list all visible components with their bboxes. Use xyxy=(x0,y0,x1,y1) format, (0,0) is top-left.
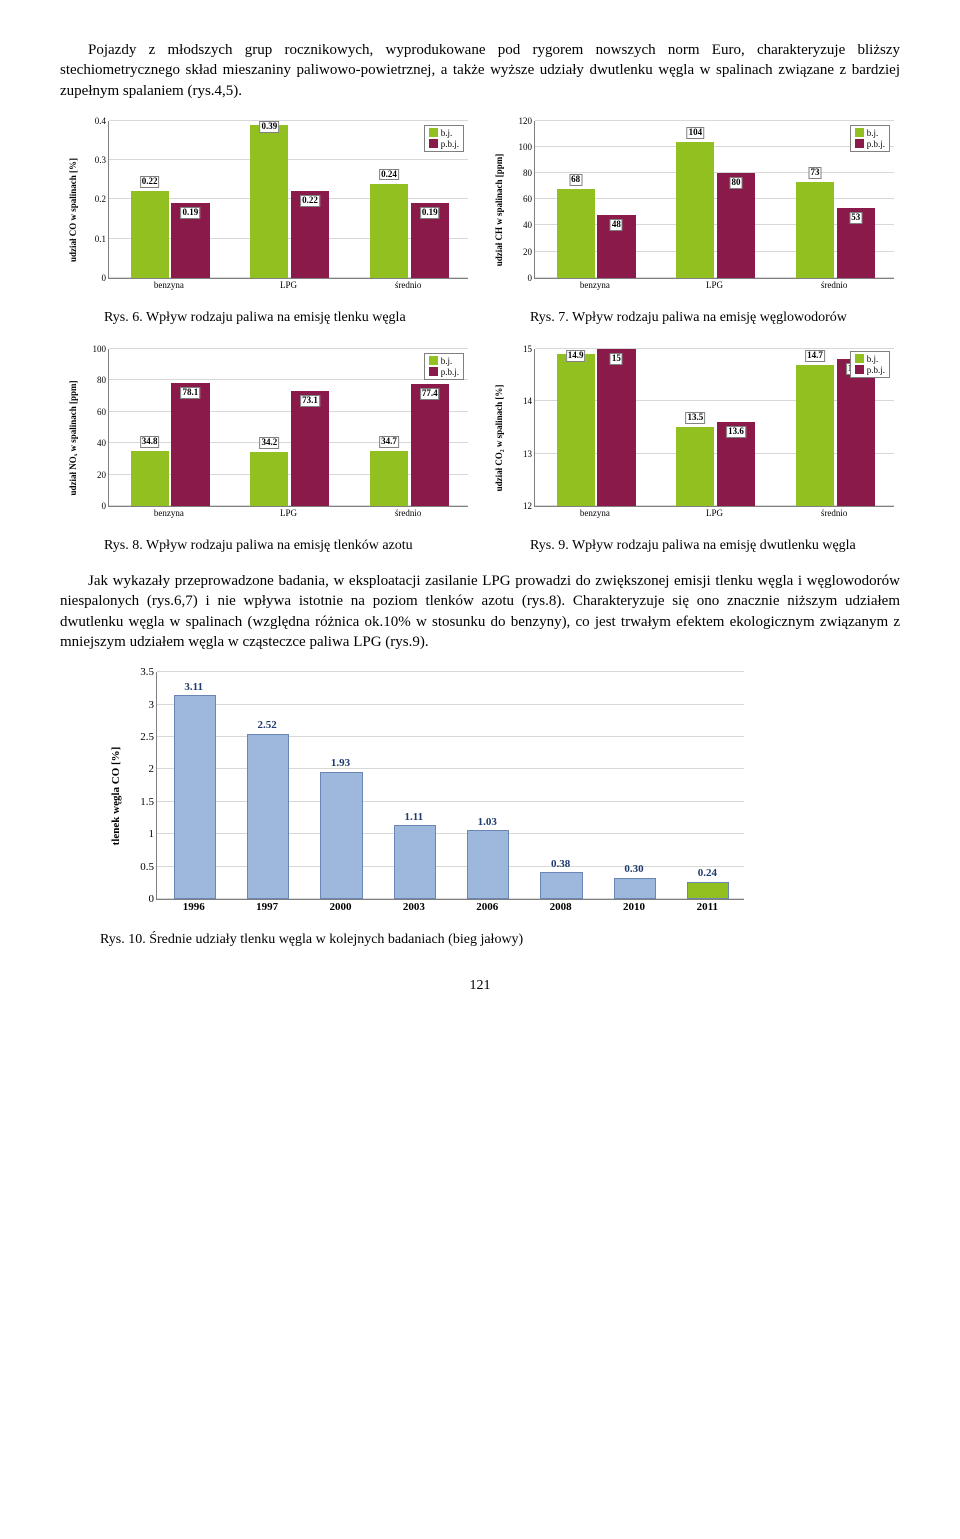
chart-6: 00.10.20.30.40.220.19benzyna0.390.22LPG0… xyxy=(60,115,474,305)
chart-7: 0204060801001206848benzyna10480LPG7353śr… xyxy=(486,115,900,305)
caption-9: Rys. 9. Wpływ rodzaju paliwa na emisję d… xyxy=(486,537,900,555)
chart-9: 1213141514.915benzyna13.513.6LPG14.714.8… xyxy=(486,343,900,533)
chart-10: 00.511.522.533.53.1119962.5219971.932000… xyxy=(100,666,750,926)
caption-6: Rys. 6. Wpływ rodzaju paliwa na emisję t… xyxy=(60,309,474,327)
caption-row-2: Rys. 8. Wpływ rodzaju paliwa na emisję t… xyxy=(60,537,900,555)
caption-10: Rys. 10. Średnie udziały tlenku węgla w … xyxy=(100,932,900,948)
paragraph-2: Jak wykazały przeprowadzone badania, w e… xyxy=(60,571,900,652)
chart-row-2: 02040608010034.878.1benzyna34.273.1LPG34… xyxy=(60,343,900,533)
chart-8: 02040608010034.878.1benzyna34.273.1LPG34… xyxy=(60,343,474,533)
caption-7: Rys. 7. Wpływ rodzaju paliwa na emisję w… xyxy=(486,309,900,327)
page-number: 121 xyxy=(60,978,900,994)
caption-8: Rys. 8. Wpływ rodzaju paliwa na emisję t… xyxy=(60,537,474,555)
chart-row-1: 00.10.20.30.40.220.19benzyna0.390.22LPG0… xyxy=(60,115,900,305)
caption-row-1: Rys. 6. Wpływ rodzaju paliwa na emisję t… xyxy=(60,309,900,327)
paragraph-1: Pojazdy z młodszych grup rocznikowych, w… xyxy=(60,40,900,101)
